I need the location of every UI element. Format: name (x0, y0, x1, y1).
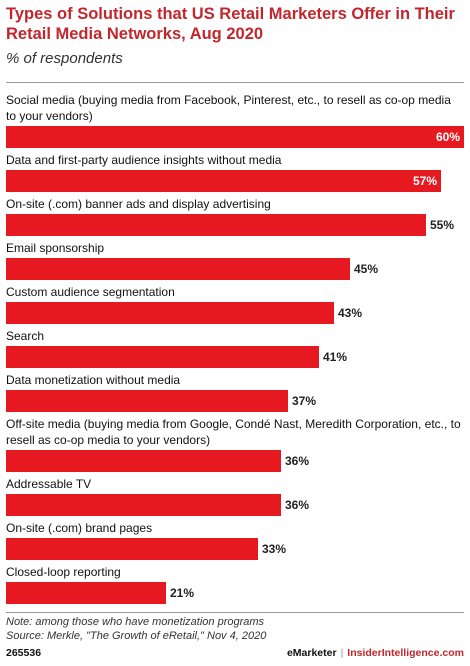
category-label: Addressable TV (6, 477, 92, 491)
bar (6, 346, 319, 368)
chart-notes: Note: among those who have monetization … (6, 615, 266, 643)
bar (6, 582, 166, 604)
bar-chart: Social media (buying media from Facebook… (0, 88, 470, 613)
bar (6, 302, 334, 324)
chart-subtitle: % of respondents (6, 50, 123, 67)
chart-id: 265536 (6, 647, 42, 659)
value-label: 36% (285, 454, 310, 468)
bar (6, 214, 426, 236)
bar (6, 538, 258, 560)
bar (6, 170, 441, 192)
category-label: Data and first-party audience insights w… (6, 153, 282, 167)
source-text: Source: Merkle, "The Growth of eRetail,"… (6, 630, 267, 642)
bar (6, 494, 281, 516)
brand-separator: | (340, 647, 344, 659)
bar (6, 450, 281, 472)
category-label: Search (6, 329, 45, 343)
value-label: 57% (412, 174, 437, 188)
category-label: Data monetization without media (6, 373, 181, 387)
category-label: Off-site media (buying media from Google… (6, 417, 461, 447)
value-label: 33% (262, 542, 287, 556)
brand-emarketer: eMarketer (286, 647, 337, 659)
value-label: 41% (323, 350, 348, 364)
value-label: 43% (338, 306, 363, 320)
value-label: 36% (285, 498, 310, 512)
value-label: 37% (292, 394, 317, 408)
header-divider (6, 82, 464, 83)
category-label: Closed-loop reporting (6, 565, 121, 579)
value-label: 55% (430, 218, 455, 232)
category-label: On-site (.com) banner ads and display ad… (6, 197, 271, 211)
value-label: 45% (354, 262, 379, 276)
value-label: 21% (170, 586, 195, 600)
category-label: Email sponsorship (6, 241, 105, 255)
note-text: Note: among those who have monetization … (6, 616, 265, 628)
bar (6, 390, 288, 412)
value-label: 60% (435, 130, 460, 144)
category-label: Custom audience segmentation (6, 285, 175, 299)
brand: eMarketer | InsiderIntelligence.com (287, 647, 464, 659)
category-label: Social media (buying media from Facebook… (6, 93, 451, 123)
footer-divider (6, 612, 464, 613)
chart-title: Types of Solutions that US Retail Market… (6, 5, 455, 43)
bar (6, 126, 464, 148)
category-label: On-site (.com) brand pages (6, 521, 153, 535)
bar (6, 258, 350, 280)
brand-insiderintelligence: InsiderIntelligence.com (347, 647, 464, 659)
